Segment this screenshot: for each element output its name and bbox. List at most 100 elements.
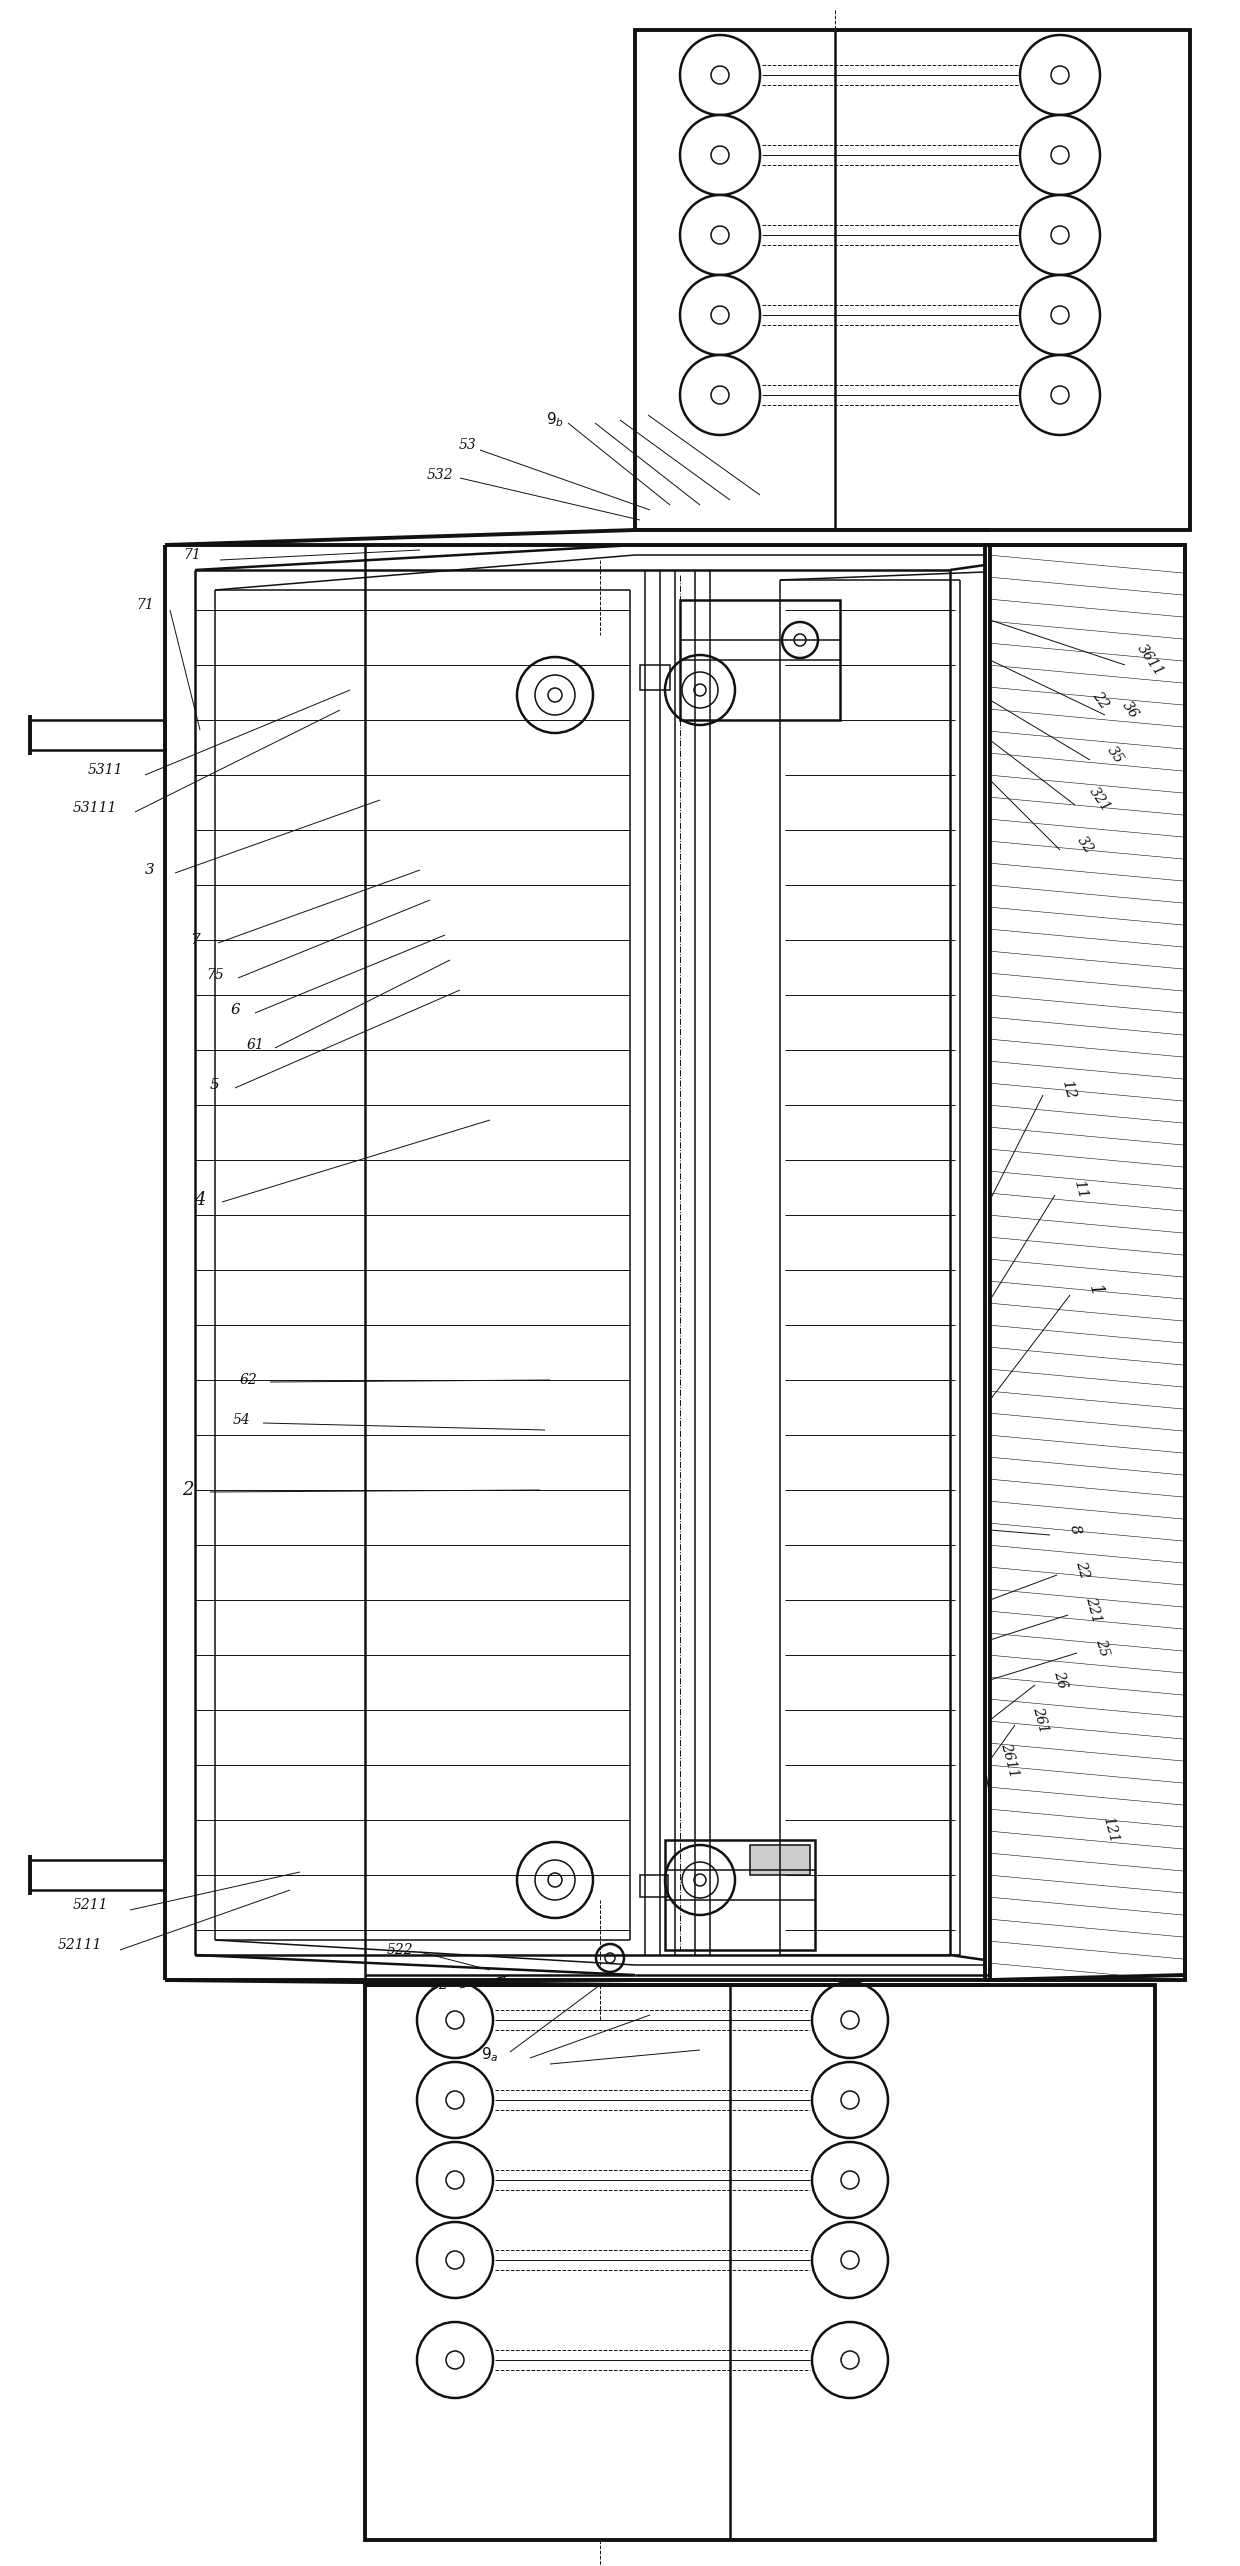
Circle shape: [682, 1863, 718, 1899]
Text: 4: 4: [195, 1191, 206, 1209]
Bar: [30, 1860, 165, 1891]
Circle shape: [665, 654, 735, 726]
Text: 75: 75: [206, 967, 224, 983]
Circle shape: [1052, 67, 1069, 85]
Text: 7: 7: [190, 934, 200, 947]
Text: 35: 35: [1104, 744, 1126, 767]
Text: 52: 52: [432, 1978, 449, 1991]
Circle shape: [446, 2171, 464, 2189]
Text: 5311: 5311: [87, 762, 123, 777]
Circle shape: [548, 688, 562, 703]
Circle shape: [680, 36, 760, 115]
Circle shape: [782, 621, 818, 657]
Circle shape: [417, 2143, 494, 2217]
Text: 22: 22: [1073, 1560, 1091, 1581]
Text: 3611: 3611: [1135, 642, 1166, 677]
Circle shape: [1052, 385, 1069, 403]
Bar: [985, 544, 1185, 1981]
Text: 26: 26: [1052, 1670, 1069, 1691]
Circle shape: [812, 2322, 888, 2399]
Bar: [635, 31, 1190, 531]
Text: $9_a$: $9_a$: [481, 2045, 498, 2066]
Text: 53: 53: [459, 439, 477, 452]
Bar: [30, 721, 165, 749]
Bar: [750, 1845, 810, 1876]
Circle shape: [680, 115, 760, 195]
Text: 121: 121: [1100, 1814, 1120, 1845]
Circle shape: [1021, 36, 1100, 115]
Circle shape: [841, 2012, 859, 2030]
Circle shape: [841, 2091, 859, 2109]
Circle shape: [1052, 305, 1069, 323]
Bar: [640, 1876, 668, 1896]
Text: 36: 36: [1120, 698, 1141, 721]
Circle shape: [694, 1873, 706, 1886]
Text: 6: 6: [231, 1003, 239, 1016]
Circle shape: [812, 2143, 888, 2217]
Bar: [640, 665, 670, 690]
Circle shape: [417, 2322, 494, 2399]
Circle shape: [841, 2171, 859, 2189]
Text: 221: 221: [1083, 1596, 1104, 1624]
Bar: [680, 600, 839, 721]
Circle shape: [682, 672, 718, 708]
Text: 5: 5: [210, 1078, 219, 1093]
Circle shape: [812, 1981, 888, 2058]
Circle shape: [1021, 275, 1100, 354]
Text: 12: 12: [1059, 1078, 1078, 1101]
Circle shape: [680, 354, 760, 436]
Text: 522: 522: [387, 1942, 413, 1958]
Text: 1: 1: [1085, 1283, 1105, 1298]
Text: 54: 54: [233, 1414, 250, 1427]
Text: 2611: 2611: [998, 1742, 1022, 1778]
Text: 5211: 5211: [72, 1899, 108, 1912]
Circle shape: [446, 2350, 464, 2368]
Circle shape: [605, 1953, 615, 1963]
Circle shape: [417, 2063, 494, 2137]
Circle shape: [596, 1945, 624, 1973]
Circle shape: [1021, 115, 1100, 195]
Circle shape: [694, 685, 706, 695]
Circle shape: [548, 1873, 562, 1886]
Text: 52111: 52111: [58, 1937, 102, 1953]
Text: 53111: 53111: [73, 801, 118, 816]
Circle shape: [711, 305, 729, 323]
Text: 2: 2: [182, 1481, 193, 1499]
Text: 321: 321: [1086, 785, 1114, 816]
Circle shape: [534, 1860, 575, 1899]
Circle shape: [1021, 354, 1100, 436]
Text: 11: 11: [1070, 1178, 1089, 1201]
Circle shape: [680, 275, 760, 354]
Circle shape: [680, 195, 760, 275]
Text: 61: 61: [246, 1039, 264, 1052]
Text: 261: 261: [1029, 1706, 1050, 1735]
Circle shape: [794, 634, 806, 647]
Circle shape: [711, 67, 729, 85]
Circle shape: [665, 1845, 735, 1914]
Text: 32: 32: [1074, 834, 1096, 857]
Circle shape: [517, 657, 593, 734]
Circle shape: [446, 2012, 464, 2030]
Circle shape: [417, 1981, 494, 2058]
Circle shape: [446, 2091, 464, 2109]
Text: 71: 71: [136, 598, 154, 613]
Circle shape: [446, 2250, 464, 2268]
Circle shape: [1052, 226, 1069, 244]
Circle shape: [711, 146, 729, 164]
Text: 532: 532: [427, 467, 454, 482]
Circle shape: [812, 2222, 888, 2299]
Text: $9_b$: $9_b$: [546, 411, 564, 429]
Text: 62: 62: [239, 1373, 257, 1388]
Circle shape: [417, 2222, 494, 2299]
Text: 25: 25: [1092, 1637, 1111, 1658]
Circle shape: [711, 226, 729, 244]
Text: 22: 22: [1089, 688, 1111, 711]
Circle shape: [812, 2063, 888, 2137]
Circle shape: [841, 2250, 859, 2268]
Circle shape: [711, 385, 729, 403]
Circle shape: [534, 675, 575, 716]
Text: 71: 71: [184, 549, 201, 562]
Circle shape: [517, 1842, 593, 1917]
Circle shape: [1021, 195, 1100, 275]
Bar: [365, 1986, 1154, 2540]
